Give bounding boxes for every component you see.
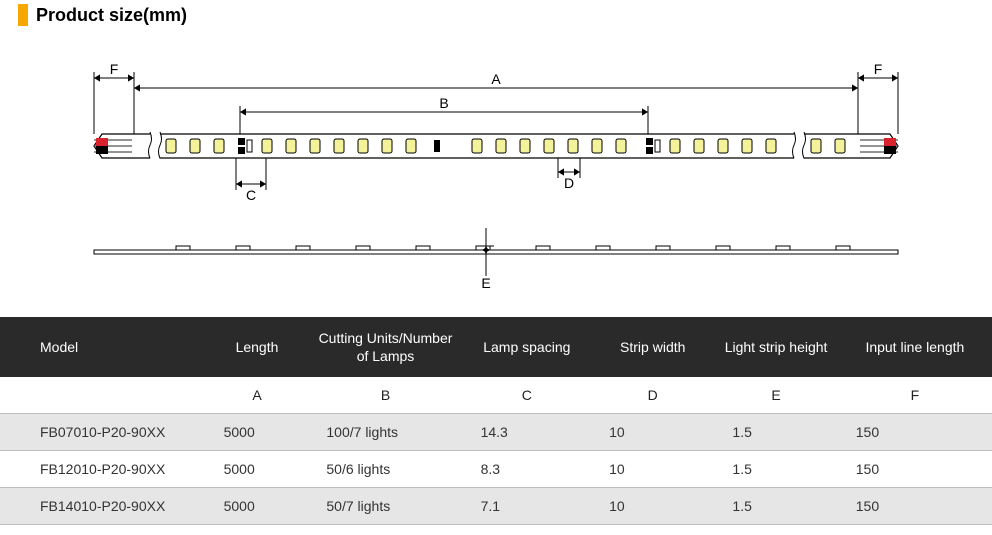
cell-input: 150 — [838, 414, 992, 451]
col-width: Strip width — [591, 317, 714, 377]
spec-table: Model Length Cutting Units/Number of Lam… — [0, 317, 992, 525]
cell-spacing: 8.3 — [463, 451, 591, 488]
cell-cut: 100/7 lights — [308, 414, 462, 451]
cell-input: 150 — [838, 488, 992, 525]
cell-height: 1.5 — [714, 414, 837, 451]
svg-text:B: B — [439, 95, 448, 111]
diagram: A B F F C D E — [36, 32, 956, 307]
col-model: Model — [0, 317, 206, 377]
table-row: FB14010-P20-90XX500050/7 lights7.1101.51… — [0, 488, 992, 525]
cell-width: 10 — [591, 488, 714, 525]
table-header-row: Model Length Cutting Units/Number of Lam… — [0, 317, 992, 377]
section-header: Product size(mm) — [0, 0, 992, 32]
cell-height: 1.5 — [714, 451, 837, 488]
svg-text:C: C — [246, 187, 256, 203]
cell-model: FB12010-P20-90XX — [0, 451, 206, 488]
col-length: Length — [206, 317, 309, 377]
cell-length: 5000 — [206, 414, 309, 451]
cell-input: 150 — [838, 451, 992, 488]
cell-cut: 50/6 lights — [308, 451, 462, 488]
table-row: FB12010-P20-90XX500050/6 lights8.3101.51… — [0, 451, 992, 488]
cell-length: 5000 — [206, 451, 309, 488]
cell-length: 5000 — [206, 488, 309, 525]
svg-text:F: F — [874, 61, 883, 77]
col-cut: Cutting Units/Number of Lamps — [308, 317, 462, 377]
letter-e: E — [714, 377, 837, 414]
letter-a: A — [206, 377, 309, 414]
table-row: FB07010-P20-90XX5000100/7 lights14.3101.… — [0, 414, 992, 451]
accent-bar — [18, 4, 28, 26]
letter-b: B — [308, 377, 462, 414]
cell-model: FB07010-P20-90XX — [0, 414, 206, 451]
table: Model Length Cutting Units/Number of Lam… — [0, 317, 992, 525]
svg-text:E: E — [481, 275, 490, 291]
col-height: Light strip height — [714, 317, 837, 377]
table-body: A B C D E F FB07010-P20-90XX5000100/7 li… — [0, 377, 992, 525]
letter-d: D — [591, 377, 714, 414]
diagram-svg: A B F F C D E — [36, 32, 956, 302]
svg-text:A: A — [491, 71, 501, 87]
table-letter-row: A B C D E F — [0, 377, 992, 414]
cell-height: 1.5 — [714, 488, 837, 525]
cell-width: 10 — [591, 414, 714, 451]
cell-cut: 50/7 lights — [308, 488, 462, 525]
col-input: Input line length — [838, 317, 992, 377]
cell-spacing: 14.3 — [463, 414, 591, 451]
svg-text:D: D — [564, 175, 574, 191]
col-spac: Lamp spacing — [463, 317, 591, 377]
cell-width: 10 — [591, 451, 714, 488]
letter-c: C — [463, 377, 591, 414]
letter-blank — [0, 377, 206, 414]
svg-text:F: F — [110, 61, 119, 77]
cell-model: FB14010-P20-90XX — [0, 488, 206, 525]
letter-f: F — [838, 377, 992, 414]
cell-spacing: 7.1 — [463, 488, 591, 525]
section-title: Product size(mm) — [36, 5, 187, 26]
